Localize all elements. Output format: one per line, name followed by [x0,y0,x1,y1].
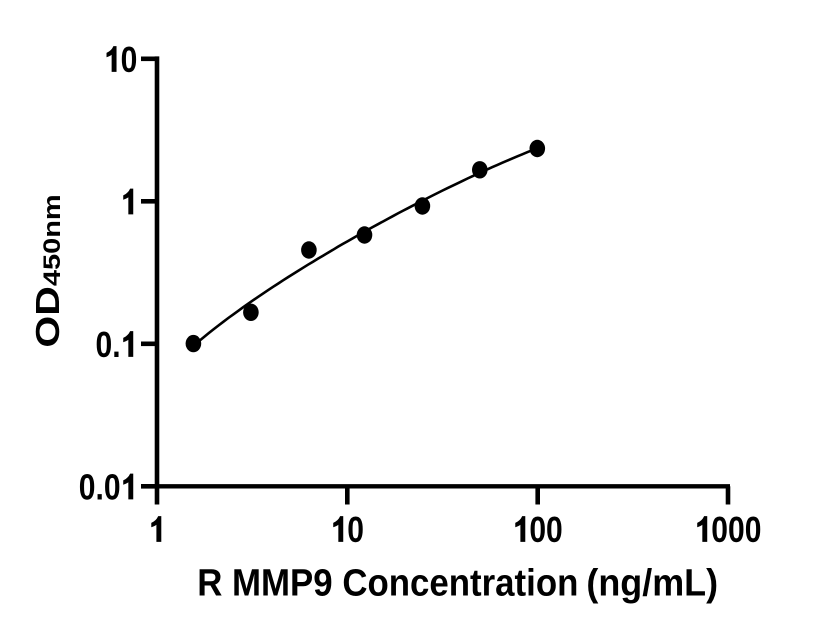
svg-text:0: 0 [104,468,121,508]
svg-text:(ng/mL): (ng/mL) [586,562,718,604]
svg-text:0: 0 [728,510,745,550]
svg-text:0: 0 [79,468,96,508]
svg-text:0: 0 [96,325,113,365]
svg-text:0: 0 [529,510,546,550]
svg-text:.: . [96,468,104,508]
svg-text:0: 0 [347,510,364,550]
svg-text:R MMP9 Concentration: R MMP9 Concentration [197,561,578,604]
svg-text:0: 0 [121,40,138,80]
svg-text:0: 0 [745,510,762,550]
svg-text:0: 0 [546,510,563,550]
svg-text:0: 0 [711,510,728,550]
svg-text:.: . [112,325,120,365]
